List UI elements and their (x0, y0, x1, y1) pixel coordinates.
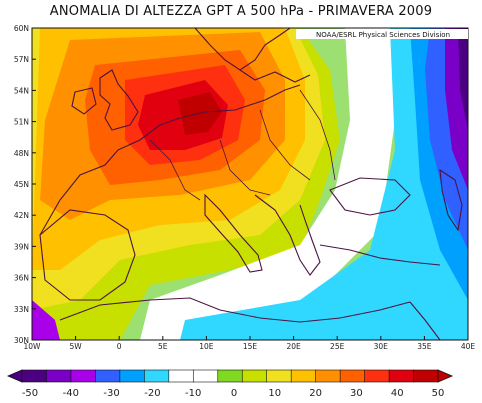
colorbar-label: 10 (268, 388, 281, 399)
colorbar-segment (315, 369, 341, 383)
colorbar-segment (119, 369, 145, 383)
lat-tick-label: 57N (14, 55, 29, 64)
colorbar-label: -40 (63, 388, 79, 399)
lon-tick-label: 10E (199, 342, 214, 351)
colorbar-right-arrow (437, 369, 454, 383)
colorbar-segment (388, 369, 415, 383)
lon-tick-label: 40E (461, 342, 476, 351)
colorbar-segment (21, 369, 48, 383)
colorbar-label: -50 (22, 388, 38, 399)
colorbar-segment (144, 369, 170, 383)
lon-tick-label: 15E (243, 342, 258, 351)
colorbar-segment (217, 369, 243, 383)
colorbar-label: -20 (144, 388, 160, 399)
colorbar-label: 30 (350, 388, 363, 399)
lat-tick-label: 45N (14, 180, 29, 189)
lat-tick-label: 30N (14, 336, 29, 345)
colorbar-segment (192, 369, 219, 383)
credit-box (296, 29, 468, 39)
colorbar-label: 40 (391, 388, 404, 399)
colorbar-segment (364, 369, 390, 383)
lon-tick-label: 30E (374, 342, 389, 351)
lon-tick-label: 0 (117, 342, 122, 351)
lon-tick-label: 5E (158, 342, 168, 351)
colorbar-segment (266, 369, 292, 383)
lat-tick-label: 54N (14, 86, 29, 95)
lat-tick-label: 36N (14, 274, 29, 283)
colorbar: -50 -40 -30 -20 -10 0 10 20 30 40 50 (6, 369, 454, 399)
lon-tick-label: 25E (330, 342, 345, 351)
lat-tick-label: 48N (14, 149, 29, 158)
colorbar-segment (95, 369, 121, 383)
map-title: ANOMALIA DI ALTEZZA GPT A 500 hPa - PRIM… (49, 4, 433, 19)
colorbar-segment (168, 369, 194, 383)
anomaly-map: NOAA/ESRL Physical Sciences Division 10W… (14, 24, 476, 351)
colorbar-segment (413, 369, 439, 383)
anomaly-fill (32, 28, 468, 340)
colorbar-segment (339, 369, 366, 383)
colorbar-segment (46, 369, 72, 383)
latitude-axis: 30N 33N 36N 39N 42N 45N 48N 51N 54N 57N 60N (14, 24, 36, 345)
colorbar-segment (241, 369, 268, 383)
coastlines (39, 28, 463, 340)
colorbar-label: 20 (309, 388, 322, 399)
lat-tick-label: 60N (14, 24, 29, 33)
lon-tick-label: 20E (286, 342, 301, 351)
colorbar-segment (70, 369, 97, 383)
lon-tick-label: 10W (24, 342, 42, 351)
credit-text: NOAA/ESRL Physical Sciences Division (316, 31, 450, 39)
lat-tick-label: 42N (14, 211, 29, 220)
lon-tick-label: 35E (417, 342, 432, 351)
lon-tick-label: 5W (70, 342, 83, 351)
lat-tick-label: 33N (14, 305, 29, 314)
colorbar-label: 0 (231, 388, 237, 399)
longitude-axis: 10W 5W 0 5E 10E 15E 20E 25E 30E 35E 40E (24, 336, 476, 351)
colorbar-segment (290, 369, 317, 383)
colorbar-label: -30 (103, 388, 119, 399)
lat-tick-label: 51N (14, 118, 29, 127)
colorbar-label: -10 (185, 388, 201, 399)
colorbar-label: 50 (432, 388, 445, 399)
colorbar-left-arrow (6, 369, 23, 383)
lat-tick-label: 39N (14, 242, 29, 251)
